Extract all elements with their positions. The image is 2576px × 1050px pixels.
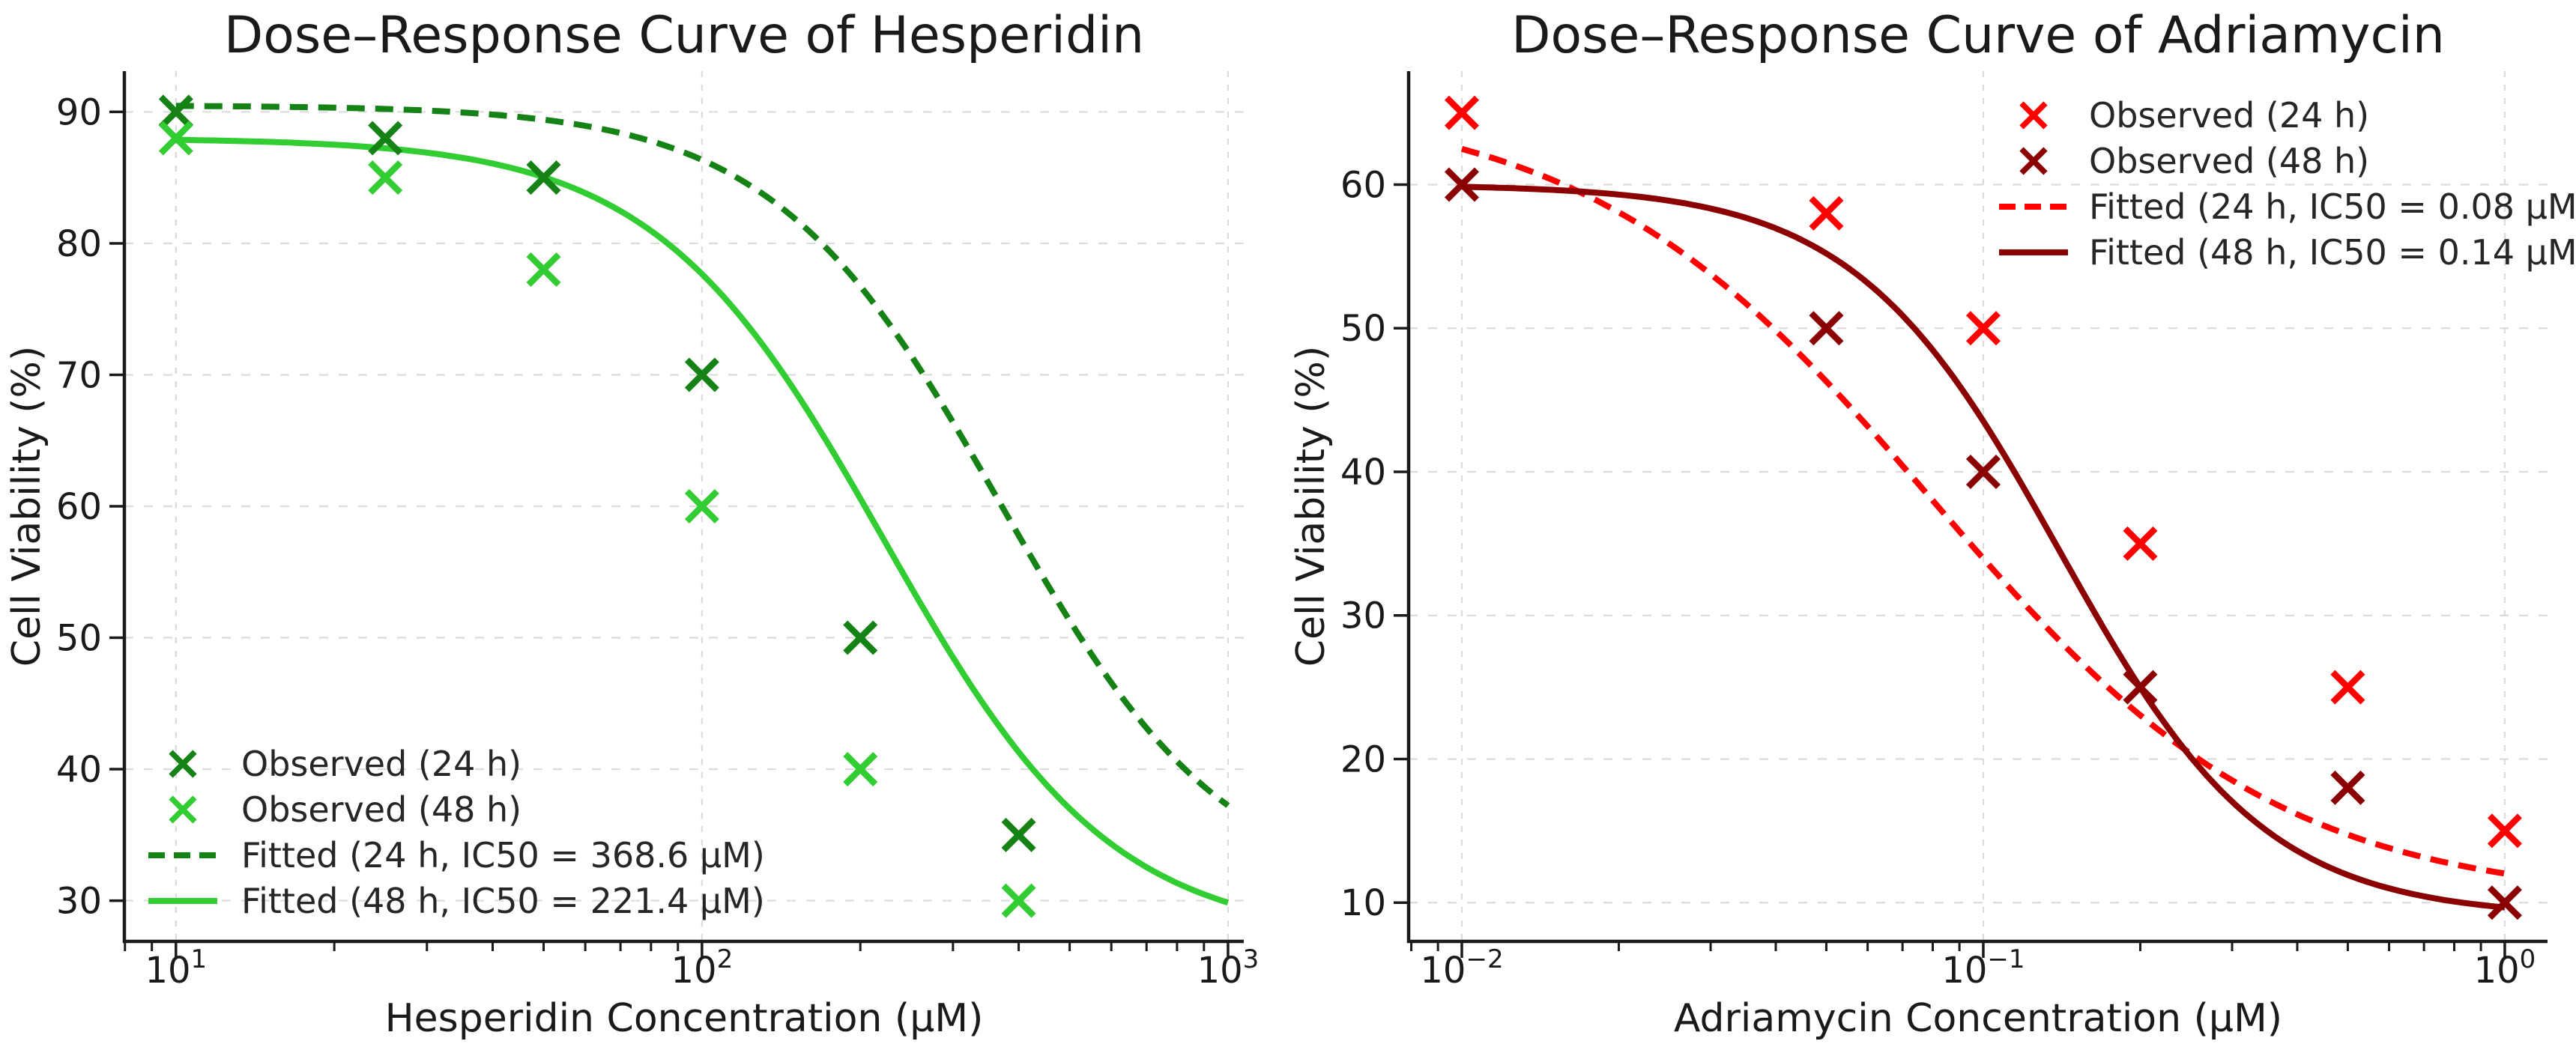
observed-marker-48h (2330, 770, 2365, 805)
legend-label: Fitted (48 h, IC50 = 0.14 μM) (2089, 232, 2576, 273)
legend-marker (169, 795, 197, 824)
y-tick-label: 80 (56, 223, 102, 265)
x-tick-label: 102 (671, 944, 734, 992)
y-tick-label: 60 (1340, 164, 1386, 206)
x-tick-label: 101 (145, 944, 207, 992)
observed-marker-48h (526, 252, 561, 288)
observed-marker-48h (1444, 167, 1479, 202)
legend-label: Observed (48 h) (241, 789, 521, 830)
x-tick-label: 10−2 (1420, 944, 1503, 992)
observed-marker-24h (1809, 195, 1844, 231)
legend-label: Observed (24 h) (241, 744, 521, 784)
observed-marker-48h (843, 752, 878, 787)
observed-marker-48h (368, 160, 403, 195)
observed-marker-48h (2487, 885, 2522, 920)
x-tick-label: 103 (1197, 944, 1260, 992)
fitted-curve-48h (1461, 183, 2506, 911)
y-tick-label: 40 (56, 749, 102, 791)
adriamycin-y-axis-label: Cell Viability (%) (1289, 345, 1334, 667)
y-tick-label: 30 (56, 881, 102, 923)
y-tick-label: 50 (1340, 308, 1386, 350)
observed-marker-48h (2123, 670, 2158, 705)
observed-marker-24h (843, 620, 878, 655)
fitted-curve-24h (175, 103, 1230, 808)
y-tick-label: 30 (1340, 595, 1386, 637)
observed-marker-24h (1444, 95, 1479, 130)
hesperidin-y-axis-label: Cell Viability (%) (4, 345, 49, 667)
fitted-curve-24h (1460, 145, 2506, 877)
legend-label: Fitted (48 h, IC50 = 221.4 μM) (241, 881, 765, 921)
adriamycin-chart-title: Dose–Response Curve of Adriamycin (1511, 6, 2445, 65)
observed-marker-24h (684, 357, 719, 392)
observed-marker-24h (1965, 311, 2001, 346)
legend-label: Fitted (24 h, IC50 = 368.6 μM) (241, 835, 765, 875)
observed-marker-48h (1809, 311, 1844, 346)
observed-marker-48h (158, 121, 193, 156)
y-tick-label: 40 (1340, 452, 1386, 494)
observed-marker-24h (526, 160, 561, 195)
fitted-curve-48h (175, 136, 1230, 906)
y-tick-label: 90 (56, 91, 102, 133)
observed-marker-24h (158, 94, 193, 130)
observed-marker-48h (1965, 454, 2001, 489)
y-tick-label: 60 (56, 486, 102, 528)
adriamycin-x-axis-label: Adriamycin Concentration (μM) (1673, 996, 2283, 1041)
x-tick-label: 10−1 (1941, 944, 2025, 992)
hesperidin-x-axis-label: Hesperidin Concentration (μM) (384, 996, 984, 1041)
y-tick-label: 70 (56, 354, 102, 396)
x-tick-label: 100 (2474, 944, 2536, 992)
observed-marker-24h (2123, 526, 2158, 561)
observed-marker-24h (2487, 813, 2522, 849)
observed-marker-24h (2330, 670, 2365, 705)
observed-marker-48h (1001, 883, 1036, 918)
legend-label: Fitted (24 h, IC50 = 0.08 μM) (2089, 186, 2576, 227)
legend-label: Observed (48 h) (2089, 141, 2369, 181)
y-tick-label: 50 (56, 618, 102, 660)
observed-marker-48h (684, 488, 719, 524)
y-tick-label: 20 (1340, 738, 1386, 780)
legend-marker (169, 750, 197, 778)
observed-marker-24h (1001, 817, 1036, 852)
legend-marker (2019, 147, 2048, 175)
y-tick-label: 10 (1340, 882, 1386, 924)
legend-label: Observed (24 h) (2089, 95, 2369, 136)
legend-marker (2019, 101, 2048, 130)
hesperidin-chart-title: Dose–Response Curve of Hesperidin (223, 6, 1145, 65)
observed-marker-24h (368, 121, 403, 156)
